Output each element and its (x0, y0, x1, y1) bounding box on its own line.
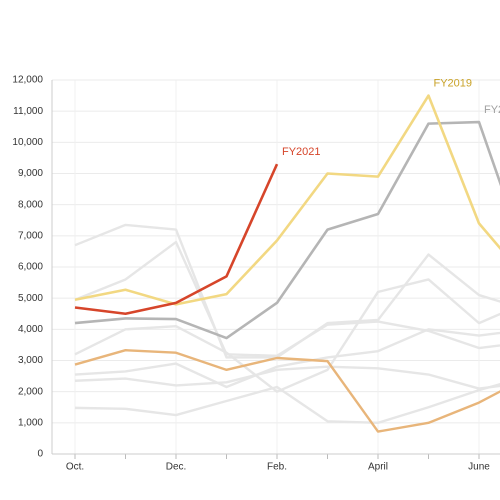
series-line (74, 163, 279, 316)
y-tick-label: 8,000 (18, 199, 43, 210)
x-tick-label: June (468, 462, 490, 473)
y-tick-label: 12,000 (12, 75, 43, 86)
y-tick-label: 9,000 (18, 168, 43, 179)
y-tick-label: 2,000 (18, 386, 43, 397)
series-line (74, 349, 500, 433)
y-tick-label: 1,000 (18, 417, 43, 428)
series-label: FY2021 (282, 146, 321, 158)
series-line (74, 278, 500, 393)
y-tick-label: 3,000 (18, 355, 43, 366)
x-tick-label: Dec. (166, 462, 187, 473)
series-line (74, 240, 500, 358)
series-label: FY2019 (434, 77, 473, 89)
x-tick-label: Feb. (267, 462, 287, 473)
x-tick-label: Oct. (66, 462, 84, 473)
y-tick-label: 5,000 (18, 293, 43, 304)
x-tick-label: April (368, 462, 388, 473)
series-line (74, 328, 500, 389)
series-line (74, 223, 500, 359)
y-tick-label: 7,000 (18, 230, 43, 241)
y-tick-label: 4,000 (18, 324, 43, 335)
series-line (74, 365, 500, 390)
y-tick-label: 0 (37, 449, 43, 460)
y-tick-label: 10,000 (12, 137, 43, 148)
series-line (74, 94, 500, 306)
series-line (74, 383, 500, 425)
y-tick-label: 11,000 (13, 106, 43, 117)
y-tick-label: 6,000 (18, 262, 43, 273)
series-label: FY2020 (484, 104, 500, 116)
series-line (74, 120, 500, 340)
